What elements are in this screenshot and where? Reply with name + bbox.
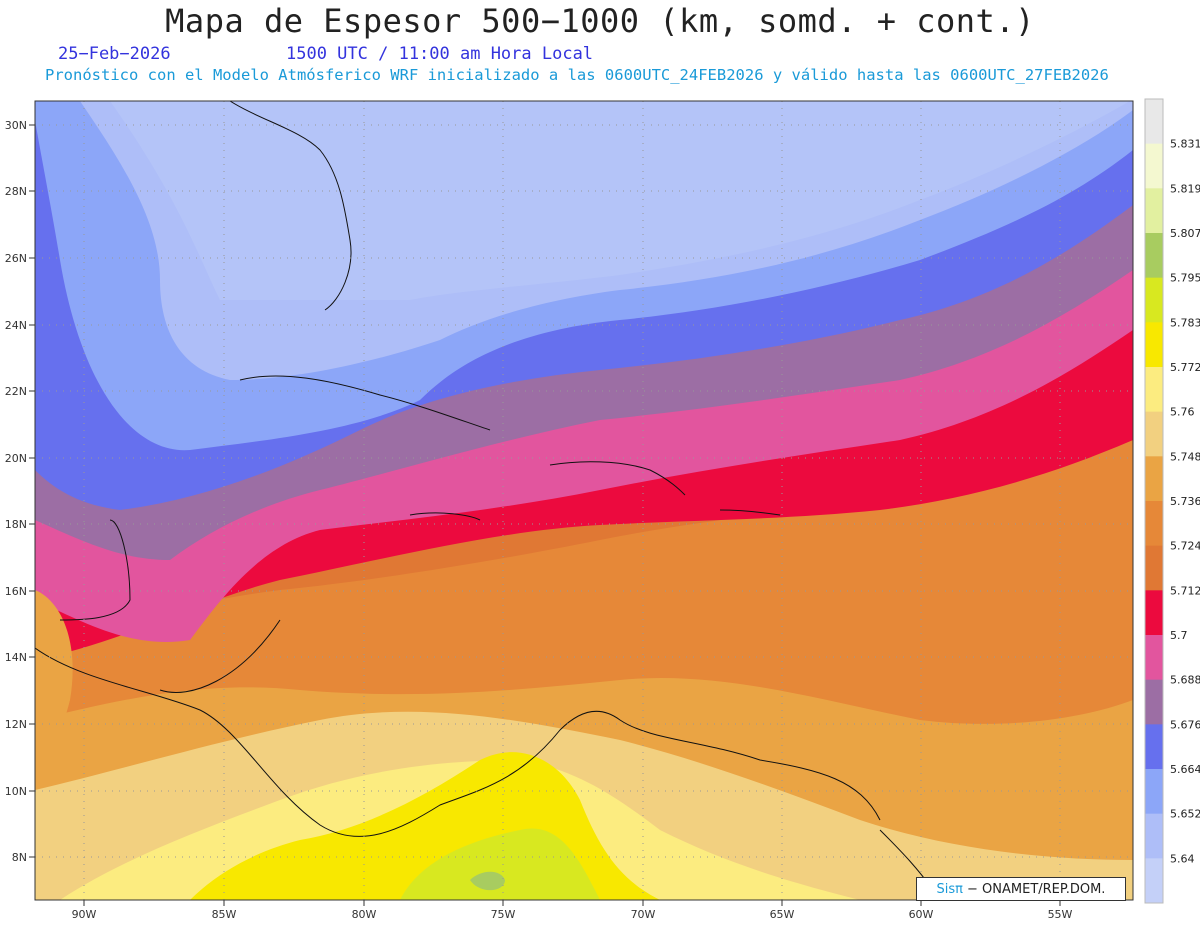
legend-swatch bbox=[1145, 590, 1163, 636]
graticule bbox=[35, 101, 1133, 900]
lat-label: 28N bbox=[5, 185, 27, 198]
thickness-fields bbox=[35, 101, 1133, 900]
legend-swatch bbox=[1145, 501, 1163, 547]
lat-label: 14N bbox=[5, 651, 27, 664]
legend-label: 5.676 bbox=[1170, 718, 1200, 731]
lon-label: 65W bbox=[770, 908, 795, 921]
legend-label: 5.819 bbox=[1170, 182, 1200, 195]
legend-label: 5.772 bbox=[1170, 361, 1200, 374]
legend-swatch bbox=[1145, 769, 1163, 815]
lat-label: 24N bbox=[5, 319, 27, 332]
legend-label: 5.688 bbox=[1170, 674, 1200, 687]
legend-swatch bbox=[1145, 724, 1163, 770]
legend-label: 5.712 bbox=[1170, 584, 1200, 597]
lat-label: 10N bbox=[5, 785, 27, 798]
legend-swatch bbox=[1145, 143, 1163, 189]
legend-label: 5.795 bbox=[1170, 272, 1200, 285]
lat-label: 20N bbox=[5, 452, 27, 465]
legend-label: 5.807 bbox=[1170, 227, 1200, 240]
map-title: Mapa de Espesor 500−1000 (km, somd. + co… bbox=[165, 2, 1035, 40]
legend-swatch bbox=[1145, 188, 1163, 234]
legend-label: 5.7 bbox=[1170, 629, 1188, 642]
legend-swatch bbox=[1145, 813, 1163, 859]
legend-swatch bbox=[1145, 99, 1163, 145]
legend-swatch bbox=[1145, 545, 1163, 591]
lat-label: 22N bbox=[5, 385, 27, 398]
latitude-axis: 30N 28N 26N 24N 22N 20N 18N 16N 14N 12N … bbox=[5, 119, 35, 864]
legend-swatch bbox=[1145, 277, 1163, 323]
lon-label: 90W bbox=[72, 908, 97, 921]
legend-label: 5.652 bbox=[1170, 808, 1200, 821]
legend-label: 5.724 bbox=[1170, 540, 1200, 553]
legend-swatch bbox=[1145, 635, 1163, 681]
legend-label: 5.664 bbox=[1170, 763, 1200, 776]
forecast-time: 1500 UTC / 11:00 am Hora Local bbox=[286, 44, 594, 64]
legend-label: 5.64 bbox=[1170, 852, 1195, 865]
credit-text: − ONAMET/REP.DOM. bbox=[967, 881, 1106, 897]
forecast-subtitle: Pronóstico con el Modelo Atmósferico WRF… bbox=[45, 66, 1109, 84]
legend-swatch bbox=[1145, 456, 1163, 502]
credit-box: Sisπ − ONAMET/REP.DOM. bbox=[916, 877, 1126, 901]
color-legend: 5.831 5.819 5.807 5.795 5.783 5.772 5.76 5.748 5… bbox=[1144, 98, 1200, 904]
lat-label: 12N bbox=[5, 718, 27, 731]
legend-swatch bbox=[1145, 679, 1163, 725]
lat-label: 8N bbox=[12, 851, 27, 864]
legend-swatch bbox=[1145, 411, 1163, 457]
legend-label: 5.736 bbox=[1170, 495, 1200, 508]
lat-label: 16N bbox=[5, 585, 27, 598]
lat-label: 30N bbox=[5, 119, 27, 132]
legend-label: 5.76 bbox=[1170, 406, 1195, 419]
lon-label: 55W bbox=[1048, 908, 1073, 921]
brand-label: Sisπ bbox=[936, 881, 964, 897]
lat-label: 18N bbox=[5, 518, 27, 531]
map-frame bbox=[34, 100, 1134, 901]
lon-label: 75W bbox=[491, 908, 516, 921]
legend-label: 5.748 bbox=[1170, 450, 1200, 463]
lat-label: 26N bbox=[5, 252, 27, 265]
legend-swatch bbox=[1145, 233, 1163, 279]
legend-border bbox=[1144, 98, 1164, 904]
legend-swatch bbox=[1145, 858, 1163, 904]
legend-label: 5.831 bbox=[1170, 138, 1200, 151]
forecast-date: 25−Feb−2026 bbox=[58, 44, 171, 64]
lon-label: 80W bbox=[352, 908, 377, 921]
lon-label: 70W bbox=[631, 908, 656, 921]
longitude-axis: 90W 85W 80W 75W 70W 65W 60W 55W bbox=[72, 900, 1073, 921]
lon-label: 60W bbox=[909, 908, 934, 921]
lon-label: 85W bbox=[212, 908, 237, 921]
legend-label: 5.783 bbox=[1170, 316, 1200, 329]
legend-swatch bbox=[1145, 322, 1163, 368]
legend-swatch bbox=[1145, 367, 1163, 413]
